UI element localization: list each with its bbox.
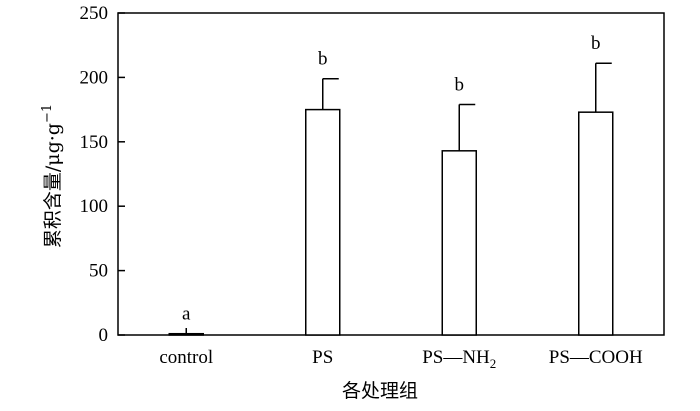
plot-frame: [117, 12, 665, 336]
x-tick-label-text: control: [159, 347, 213, 368]
x-tick-label: PS—NH2: [422, 347, 496, 371]
y-tick-label: 50: [89, 261, 108, 282]
bars: [168, 108, 614, 336]
y-tick-label: 100: [80, 196, 109, 217]
y-tick-label: 0: [99, 325, 109, 346]
y-axis-title-unit-exp: −1: [40, 104, 55, 123]
x-tick-label-text: PS—COOH: [549, 347, 643, 368]
y-tick-label: 250: [80, 3, 109, 24]
y-axis-title-main: 累积含量/: [42, 165, 64, 248]
error-bars: [322, 62, 612, 151]
bar: [168, 332, 204, 336]
x-axis-title: 各处理组: [342, 380, 418, 402]
bar: [305, 108, 341, 336]
x-tick-label-text: PS: [312, 347, 333, 368]
significance-label: b: [455, 74, 465, 95]
x-tick-label: PS—COOH: [549, 347, 643, 368]
labels: a control b PS b PS—NH2 b PS—COOH: [159, 33, 643, 371]
y-axis-title: 累积含量/μg·g−1: [40, 104, 64, 248]
y-tick-label: 150: [80, 132, 109, 153]
y-tick-label: 200: [80, 67, 109, 88]
y-axis-title-unit: μg·g: [42, 123, 64, 166]
bar: [578, 111, 614, 336]
significance-label: a: [182, 304, 191, 325]
significance-label: b: [591, 33, 601, 54]
bar: [441, 150, 477, 336]
x-tick-label-text: PS—NH: [422, 347, 490, 368]
significance-label: b: [318, 49, 328, 70]
x-tick-label: control: [159, 347, 213, 368]
x-tick-label-subscript: 2: [490, 356, 497, 371]
axes: 0 50 100 150 200 250: [80, 3, 665, 346]
x-tick-label: PS: [312, 347, 333, 368]
